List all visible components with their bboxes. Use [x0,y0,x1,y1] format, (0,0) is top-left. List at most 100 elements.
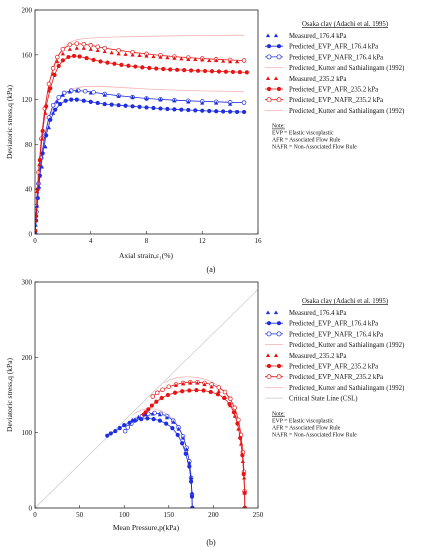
afr-point [113,429,118,434]
afr-point [37,157,42,163]
measured-point [130,52,135,57]
afr-point [234,109,240,115]
measured-point [151,54,156,59]
measured-point [195,380,200,385]
measured-point [172,56,177,60]
measured-point [67,47,72,51]
measured-point [55,59,60,64]
note-line: AFR = Associated Flow Rule [272,425,341,431]
note-heading: Note: [272,411,285,417]
nafr-point [88,43,93,48]
afr-point [88,99,93,104]
measured-point [116,94,121,98]
chart-a-xlabel: Axial strain,ε₁(%) [119,251,174,260]
legend-entry: Predicted_EVP_NAFR_235.2 kPa [265,374,383,381]
nafr-point [56,95,61,100]
kutter-line [164,376,246,508]
legend-label: Measured_176.4 kPa [289,33,346,40]
nafr-point [228,396,233,402]
legend-label: Predicted_EVP_NAFR_176.4 kPa [289,331,383,338]
afr-point [231,410,237,415]
y-tick-label: 0 [29,231,33,239]
legend-entry: Predicted_EVP_AFR_176.4 kPa [265,321,378,328]
legend-entry: Predicted_EVP_NAFR_235.2 kPa [265,97,383,104]
measured-point [157,412,162,417]
series-2 [105,416,195,508]
legend-title: Osaka clay (Adachi et al. 1995) [302,298,388,305]
measured-point [109,50,114,55]
measured-point [46,88,52,93]
x-tick-label: 0 [33,511,37,519]
measured-point [130,417,135,422]
y-tick-label: 200 [22,7,33,15]
nafr-point [216,385,222,390]
afr-point [40,151,45,156]
series-layer [35,289,258,508]
x-tick-label: 50 [76,511,84,519]
chart-b-legend: Osaka clay (Adachi et al. 1995) Measured_… [265,298,404,438]
legend-entry: Measured_176.4 kPa [265,33,346,40]
afr-point [35,228,38,233]
measured-point [236,426,241,431]
chart-b-panel-label: (b) [206,538,216,547]
nafr-point [91,90,96,95]
legend-marker [265,76,271,80]
afr-point [186,107,191,113]
afr-point [127,420,132,425]
measured-point [39,164,45,169]
nafr-point [50,65,56,71]
legend-marker [276,86,282,92]
measured-point [51,110,56,115]
legend-marker [276,374,282,380]
afr-point [91,57,96,62]
measured-point [187,460,192,465]
measured-point [158,54,163,59]
legend-marker [273,76,279,80]
afr-point [119,62,124,67]
nafr-point [241,100,247,105]
legend-marker [266,374,272,380]
measured-point [43,144,48,149]
measured-point [136,414,141,419]
measured-point [144,53,149,58]
kutter-line [35,34,245,234]
afr-point [228,109,233,114]
note-line: EVP = Elastic viscoplastic [272,131,334,137]
chart-b-ylabel: Deviatoric stress,q (kPa) [5,358,14,432]
chart-a-marks [35,34,249,234]
legend-entry: Measured_176.4 kPa [265,310,346,317]
chart-b-plot-frame [34,281,259,509]
measured-point [173,383,179,387]
afr-point [165,106,170,112]
measured-point [102,93,107,97]
measured-point [238,441,244,446]
legend-entry: Predicted_EVP_NAFR_176.4 kPa [265,331,383,338]
measured-point [43,110,48,115]
nafr-point [150,394,155,399]
nafr-line [35,90,245,234]
legend-label: Predicted_Kutter and Sathialingam (1992) [289,385,404,392]
measured-point [171,420,176,424]
nafr-point [232,405,238,411]
nafr-point [95,44,100,49]
chart-b-marks [35,289,258,508]
legend-label: Measured_235.2 kPa [289,353,346,360]
legend-label: Predicted_Kutter and Sathialingam (1992) [289,108,404,115]
afr-point [126,63,131,68]
x-tick-label: 8 [145,237,149,245]
legend-label: Measured_235.2 kPa [289,76,346,83]
afr-point [145,416,150,421]
legend-marker [265,310,271,315]
measured-point [200,100,205,105]
legend-marker [266,54,272,60]
afr-point [235,421,240,426]
measured-point [35,203,40,208]
measured-point [37,184,42,189]
measured-point [74,45,79,50]
nafr-point [154,390,160,395]
afr-point [201,388,206,393]
measured-point [214,100,219,105]
nafr-point [122,428,128,434]
legend-label: Predicted_EVP_NAFR_235.2 kPa [289,374,383,381]
measured-point [180,435,186,440]
